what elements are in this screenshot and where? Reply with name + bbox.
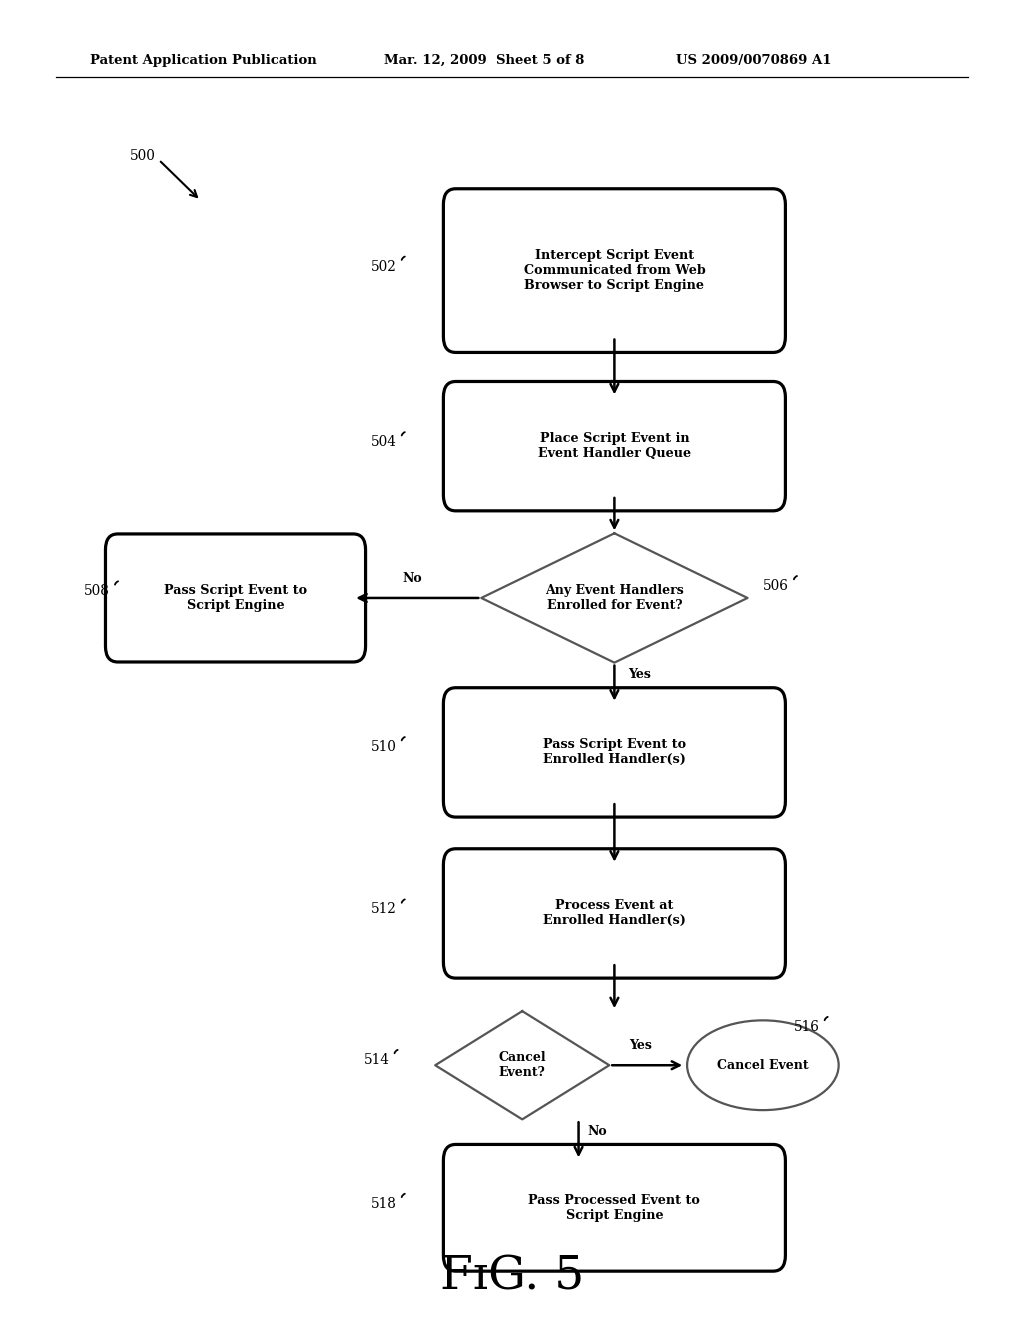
Text: 518: 518: [371, 1197, 396, 1210]
Text: 502: 502: [371, 260, 396, 273]
Text: Cancel
Event?: Cancel Event?: [499, 1051, 546, 1080]
Text: US 2009/0070869 A1: US 2009/0070869 A1: [676, 54, 831, 67]
Text: Place Script Event in
Event Handler Queue: Place Script Event in Event Handler Queu…: [538, 432, 691, 461]
FancyBboxPatch shape: [443, 1144, 785, 1271]
Text: 512: 512: [371, 903, 396, 916]
Text: 506: 506: [763, 579, 788, 593]
Text: 516: 516: [794, 1020, 819, 1034]
FancyBboxPatch shape: [105, 533, 366, 661]
Text: Pass Script Event to
Enrolled Handler(s): Pass Script Event to Enrolled Handler(s): [543, 738, 686, 767]
Polygon shape: [481, 533, 748, 663]
FancyBboxPatch shape: [443, 381, 785, 511]
Text: Process Event at
Enrolled Handler(s): Process Event at Enrolled Handler(s): [543, 899, 686, 928]
Text: 504: 504: [371, 436, 396, 449]
Text: Cancel Event: Cancel Event: [717, 1059, 809, 1072]
Text: 510: 510: [371, 741, 396, 754]
Text: Patent Application Publication: Patent Application Publication: [90, 54, 316, 67]
Text: Mar. 12, 2009  Sheet 5 of 8: Mar. 12, 2009 Sheet 5 of 8: [384, 54, 585, 67]
Polygon shape: [435, 1011, 609, 1119]
Text: 500: 500: [130, 149, 156, 162]
Text: Pass Script Event to
Script Engine: Pass Script Event to Script Engine: [164, 583, 307, 612]
Text: Yes: Yes: [628, 668, 650, 681]
Text: Yes: Yes: [629, 1039, 651, 1052]
Text: Intercept Script Event
Communicated from Web
Browser to Script Engine: Intercept Script Event Communicated from…: [523, 249, 706, 292]
Text: Any Event Handlers
Enrolled for Event?: Any Event Handlers Enrolled for Event?: [545, 583, 684, 612]
Text: No: No: [588, 1125, 607, 1138]
Text: Pass Processed Event to
Script Engine: Pass Processed Event to Script Engine: [528, 1193, 700, 1222]
Text: 514: 514: [364, 1053, 389, 1067]
Ellipse shape: [687, 1020, 839, 1110]
FancyBboxPatch shape: [443, 189, 785, 352]
FancyBboxPatch shape: [443, 688, 785, 817]
Text: No: No: [402, 572, 422, 585]
Text: FɪG. 5: FɪG. 5: [440, 1254, 584, 1299]
Text: 508: 508: [84, 585, 110, 598]
FancyBboxPatch shape: [443, 849, 785, 978]
